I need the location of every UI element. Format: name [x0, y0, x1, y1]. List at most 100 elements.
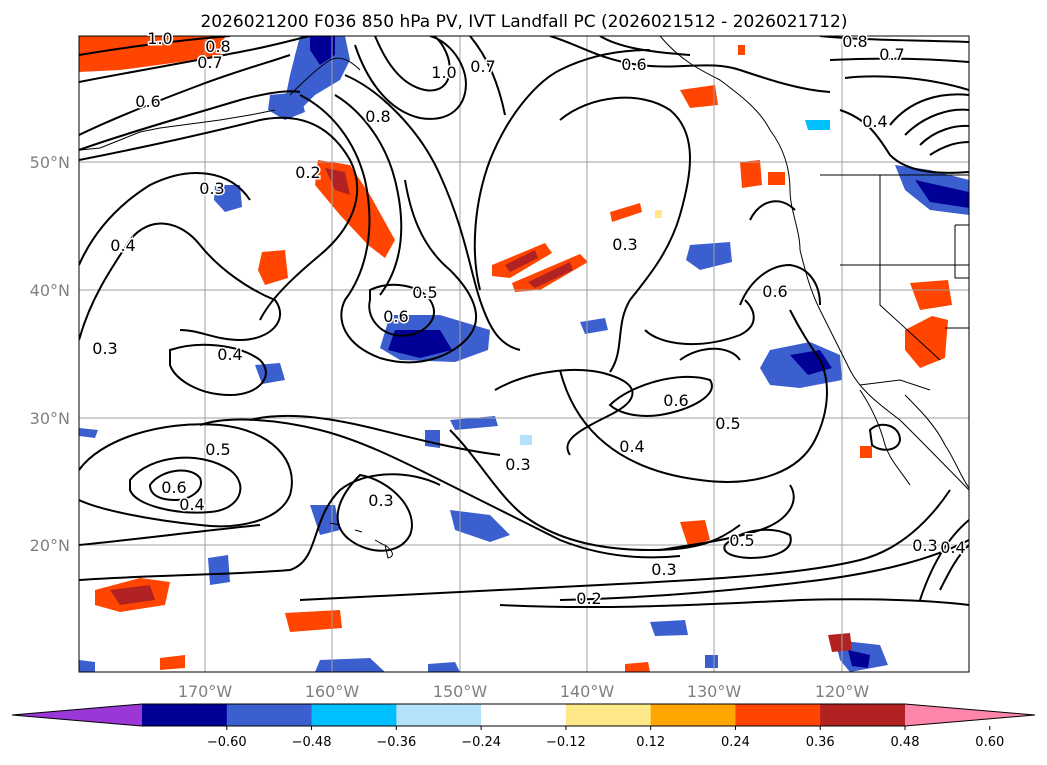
- colorbar-tick-label: 0.12: [636, 735, 665, 750]
- contour-label: 0.4: [217, 345, 242, 364]
- pv-blob: [528, 262, 573, 288]
- lon-label-160w: 160°W: [305, 682, 360, 701]
- baja-coast: [859, 389, 911, 486]
- contour-label: 0.3: [199, 179, 224, 198]
- pv-shading-layer: [79, 36, 969, 672]
- contour-label: 0.5: [205, 440, 230, 459]
- pv-blob: [388, 330, 452, 358]
- lon-label-150w: 150°W: [433, 682, 488, 701]
- contour-label: 0.6: [161, 478, 186, 497]
- contour-label: 0.6: [762, 282, 787, 301]
- colorbar-segment: [565, 704, 652, 726]
- pv-blob: [805, 120, 830, 130]
- contour-label: 0.5: [729, 531, 754, 550]
- contour-line: [844, 75, 969, 91]
- colorbar-tick-label: 0.36: [806, 735, 835, 750]
- contour-label: 0.4: [862, 112, 887, 131]
- lon-label-120w: 120°W: [815, 682, 870, 701]
- pv-blob: [768, 172, 785, 185]
- colorbar-tick-label: 0.60: [975, 735, 1004, 750]
- pv-blob: [110, 585, 155, 605]
- contour-label: 0.8: [365, 107, 390, 126]
- contour-label: 0.4: [179, 495, 204, 514]
- contour-label: 0.3: [368, 491, 393, 510]
- contour-line: [749, 200, 796, 221]
- contour-line: [723, 528, 792, 560]
- lat-label-20n: 20°N: [30, 536, 70, 555]
- contour-label: 0.3: [912, 536, 937, 555]
- colorbar-tick-label: −0.24: [461, 735, 501, 750]
- contour-line: [559, 96, 691, 373]
- pv-blob: [428, 662, 460, 672]
- pv-blob: [625, 662, 650, 672]
- negative-pv-anomalies: [79, 36, 969, 672]
- latitude-labels: 50°N 40°N 30°N 20°N: [30, 153, 70, 555]
- pv-blob: [255, 363, 285, 384]
- lon-label-140w: 140°W: [560, 682, 615, 701]
- pv-blob: [680, 520, 710, 546]
- colorbar-segment: [650, 704, 736, 726]
- contour-line: [939, 544, 969, 591]
- pv-blob: [425, 430, 440, 448]
- contour-line: [839, 109, 969, 174]
- contour-line: [608, 375, 713, 417]
- us-state-line: [840, 264, 941, 361]
- pv-blob: [79, 660, 95, 672]
- contour-line: [919, 124, 969, 146]
- pv-blob: [208, 555, 230, 585]
- pv-blob: [310, 36, 335, 65]
- pv-blob: [160, 655, 185, 670]
- contour-label: 0.2: [576, 589, 601, 608]
- map-frame: [78, 35, 970, 673]
- gulf-coast: [904, 394, 969, 489]
- contour-label: 0.6: [135, 92, 160, 111]
- colorbar-outline: [11, 703, 1036, 727]
- contour-line: [79, 524, 261, 546]
- contour-line: [739, 263, 821, 306]
- pv-blob: [650, 620, 688, 636]
- contour-line: [79, 222, 281, 342]
- pv-blob: [738, 45, 745, 55]
- pv-blob: [79, 428, 98, 438]
- map-panel: 1.0 0.80.70.60.81.0 0.70.20.30.40.50.60.3 0…: [30, 28, 970, 701]
- positive-pv-anomalies: [79, 36, 952, 672]
- contour-line: [79, 473, 441, 581]
- contour-line: [819, 36, 969, 43]
- contour-line: [374, 36, 451, 92]
- contour-label: 0.6: [621, 55, 646, 74]
- pv-blob: [905, 316, 948, 368]
- contour-label: 0.7: [879, 45, 904, 64]
- pv-blob: [655, 210, 662, 218]
- contour-line: [336, 473, 413, 552]
- contour-label: 0.3: [612, 235, 637, 254]
- contour-label: 0.7: [197, 53, 222, 72]
- contour-label: 1.0: [431, 63, 456, 82]
- contour-line: [868, 423, 902, 451]
- contour-line: [368, 283, 435, 337]
- pv-contour-lines: [79, 36, 969, 609]
- contour-line: [79, 90, 301, 151]
- contour-line: [148, 469, 202, 502]
- lat-label-40n: 40°N: [30, 281, 70, 300]
- contour-line: [679, 347, 741, 361]
- contour-label: 0.5: [412, 283, 437, 302]
- mexico-border: [859, 379, 931, 391]
- contour-line: [299, 94, 478, 364]
- contour-line: [469, 36, 506, 116]
- pv-blob: [705, 655, 718, 668]
- contour-line: [79, 36, 311, 83]
- lon-label-130w: 130°W: [687, 682, 742, 701]
- pv-blob: [910, 280, 952, 310]
- contour-label: 0.8: [205, 37, 230, 56]
- pv-blob: [450, 510, 510, 542]
- contour-line: [494, 369, 634, 456]
- longitude-labels: 170°W 160°W 150°W 140°W 130°W 120°W: [178, 682, 870, 701]
- pv-blob: [450, 416, 498, 430]
- lat-label-30n: 30°N: [30, 409, 70, 428]
- colorbar-tick-label: 0.48: [891, 735, 920, 750]
- contour-label: 0.3: [651, 560, 676, 579]
- contour-label: 0.7: [470, 57, 495, 76]
- pv-blob: [285, 610, 342, 632]
- contour-line: [79, 116, 359, 321]
